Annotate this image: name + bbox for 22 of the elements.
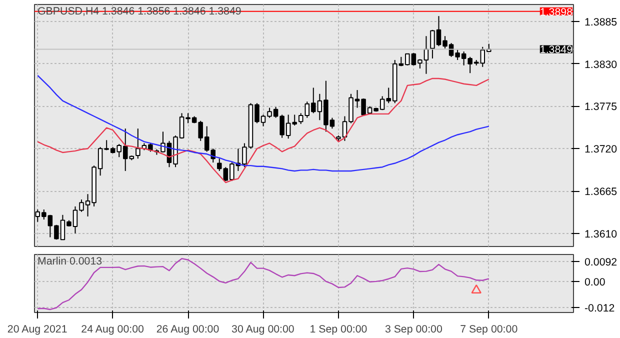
- y-tick-label: -0.012: [584, 302, 615, 314]
- y-tick-label: 1.3665: [584, 186, 618, 198]
- y-tick-label: 1.3885: [584, 16, 618, 28]
- candlestick: [298, 112, 304, 124]
- candlestick: [136, 128, 140, 160]
- x-tick-label: 3 Sep 00:00: [384, 324, 442, 336]
- x-tick-label: 1 Sep 00:00: [310, 324, 368, 336]
- line-series: [37, 258, 490, 310]
- ref-line-label: 1.3849: [540, 44, 573, 56]
- x-tick-label: 26 Aug 00:00: [156, 324, 220, 336]
- ref-line-label: 1.3898: [540, 6, 573, 18]
- chart-title: Marlin 0.0013: [38, 256, 102, 268]
- y-tick-label: 0.0092: [584, 256, 618, 269]
- y-tick-label: 0.00: [584, 276, 606, 288]
- x-tick-label: 20 Aug 2021: [7, 324, 68, 336]
- y-tick-label: 1.3610: [584, 228, 618, 240]
- y-tick-label: 1.3830: [584, 58, 618, 71]
- y-tick-label: 1.3720: [584, 144, 618, 156]
- x-tick-label: 7 Sep 00:00: [460, 324, 518, 336]
- y-tick-label: 1.3775: [584, 101, 618, 114]
- x-tick-label: 30 Aug 00:00: [232, 324, 294, 336]
- x-tick-label: 24 Aug 00:00: [81, 324, 144, 336]
